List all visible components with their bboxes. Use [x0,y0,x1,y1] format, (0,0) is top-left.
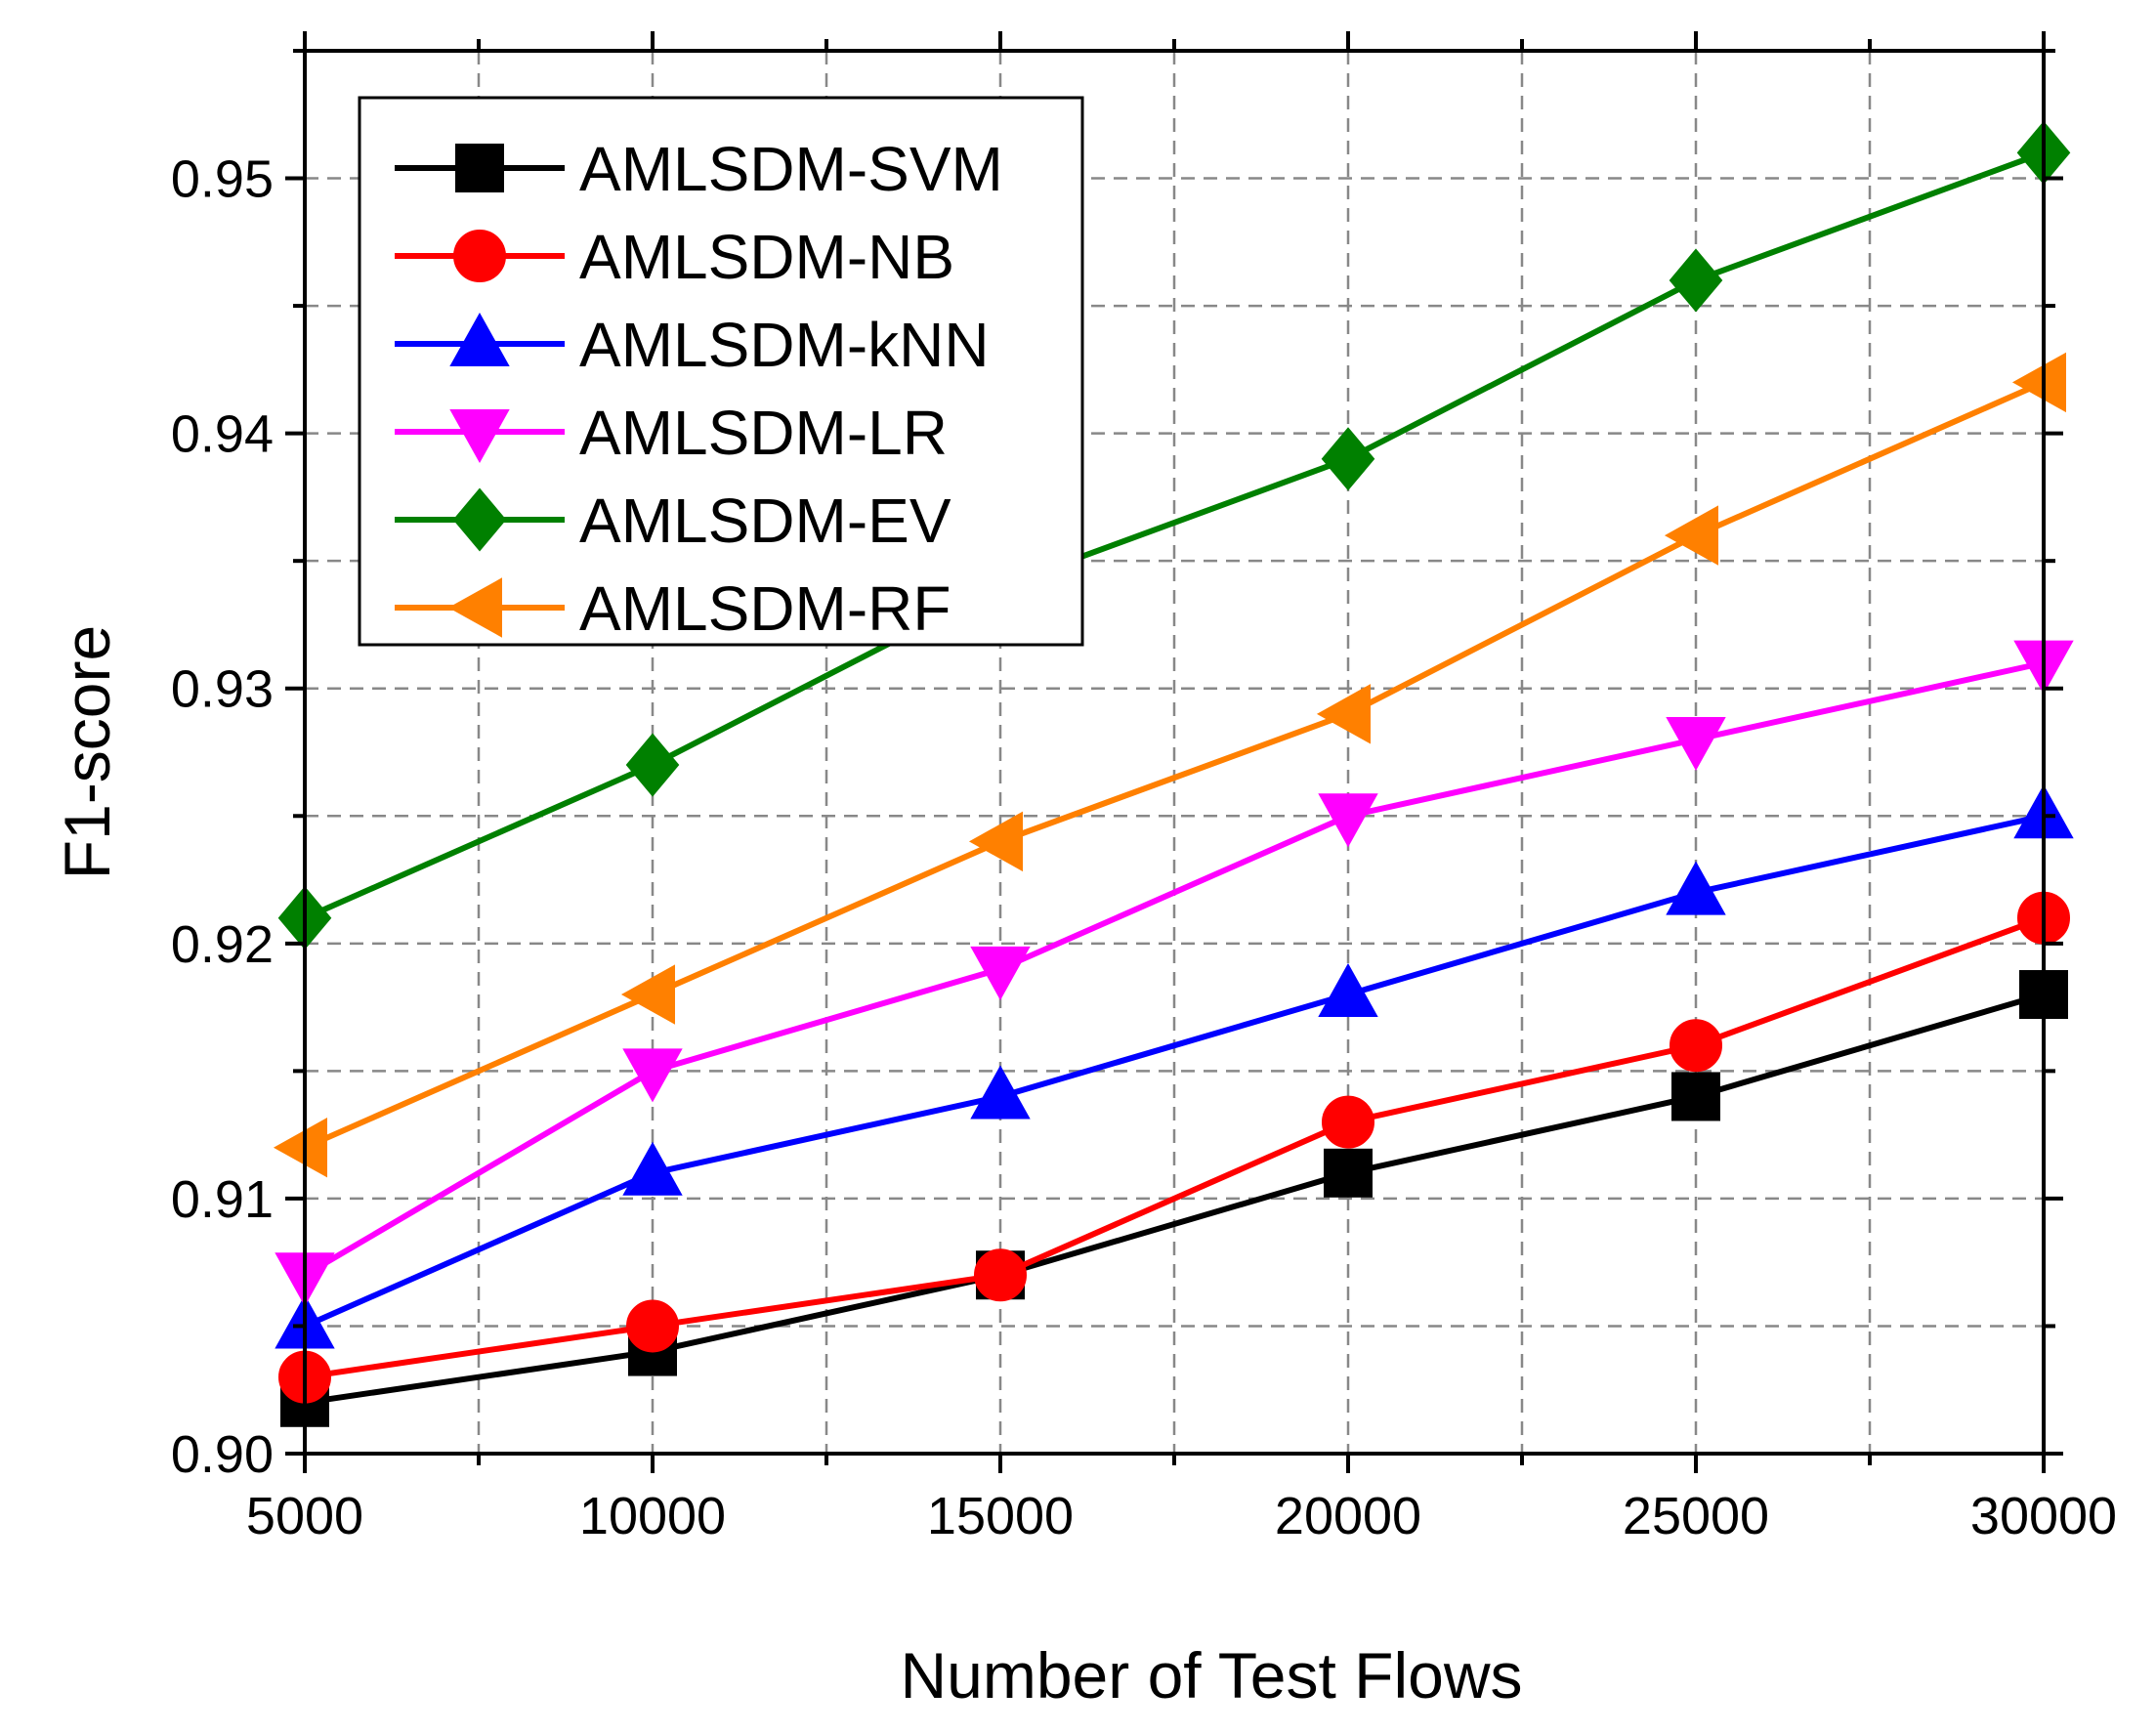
data-point-marker [1318,962,1378,1018]
legend-entry: AMLSDM-SVM [395,134,1003,204]
legend-marker-swatch [455,144,504,192]
data-point-marker [970,946,1031,1000]
y-tick-label: 0.92 [171,915,274,974]
legend-entry: AMLSDM-kNN [395,310,990,380]
y-tick-label: 0.95 [171,150,274,209]
legend-label: AMLSDM-RF [579,573,951,644]
legend-marker-swatch [452,487,507,552]
data-point-marker [1669,248,1723,313]
data-point-marker [1318,793,1378,848]
data-point-marker [625,733,680,797]
series-line [304,914,2046,1380]
data-point-marker [1666,861,1726,915]
series-line [303,813,2045,1330]
legend: AMLSDM-SVM AMLSDM-NB AMLSDM-kNN AMLSDM-LR AM… [358,96,1084,647]
x-tick-label: 30000 [1970,1487,2117,1545]
x-tick-label: 20000 [1275,1487,1421,1545]
series-line [303,379,2046,1151]
axes: 5000 10000 15000 20000 25000 30000 0.90 0.91 0.9… [171,31,2117,1545]
y-tick-label: 0.94 [171,405,274,464]
x-tick-label: 10000 [579,1487,726,1545]
data-point-marker [620,964,675,1025]
data-point-marker [1316,684,1371,744]
data-point-marker [622,1048,683,1103]
y-tick-label: 0.90 [171,1425,274,1484]
data-point-marker [974,1248,1027,1302]
legend-marker-swatch [449,312,510,366]
data-point-marker [273,1117,327,1178]
legend-label: AMLSDM-NB [579,222,954,292]
legend-label: AMLSDM-SVM [579,134,1003,204]
series-line [304,992,2045,1406]
data-point-marker [1671,1072,1720,1121]
data-point-marker [1321,427,1375,491]
legend-label: AMLSDM-EV [579,486,951,556]
series-amlsdm-lr [275,640,2074,1307]
data-point-marker [626,1299,679,1353]
y-tick-label: 0.91 [171,1170,274,1229]
data-point-marker [970,1065,1031,1120]
data-point-marker [968,811,1023,872]
data-point-marker [1324,1148,1373,1198]
x-tick-label: 15000 [927,1487,1074,1545]
legend-marker-swatch [449,409,510,464]
x-axis-title: Number of Test Flows [901,1639,1523,1712]
legend-marker-swatch [447,577,502,638]
x-tick-label: 5000 [246,1487,363,1545]
legend-entry: AMLSDM-NB [395,222,954,292]
series-amlsdm-knn [275,784,2074,1349]
series-amlsdm-rf [273,352,2066,1178]
series-amlsdm-nb [278,891,2070,1404]
series-amlsdm-svm [280,970,2068,1427]
legend-marker-swatch [453,230,506,282]
legend-label: AMLSDM-kNN [579,310,990,380]
data-point-marker [622,1141,683,1196]
data-point-marker [1322,1095,1374,1149]
legend-entry: AMLSDM-EV [395,486,951,556]
data-point-marker [1666,716,1726,771]
legend-entry: AMLSDM-LR [395,398,948,468]
y-tick-label: 0.93 [171,660,274,719]
legend-entry: AMLSDM-RF [395,573,951,644]
y-axis-title: F1-score [51,625,123,879]
series-line [303,659,2045,1278]
data-point-marker [2011,352,2066,413]
x-tick-label: 25000 [1623,1487,1769,1545]
data-point-marker [1664,505,1718,566]
data-point-marker [1670,1019,1722,1073]
series-line [303,149,2046,921]
legend-label: AMLSDM-LR [579,398,948,468]
